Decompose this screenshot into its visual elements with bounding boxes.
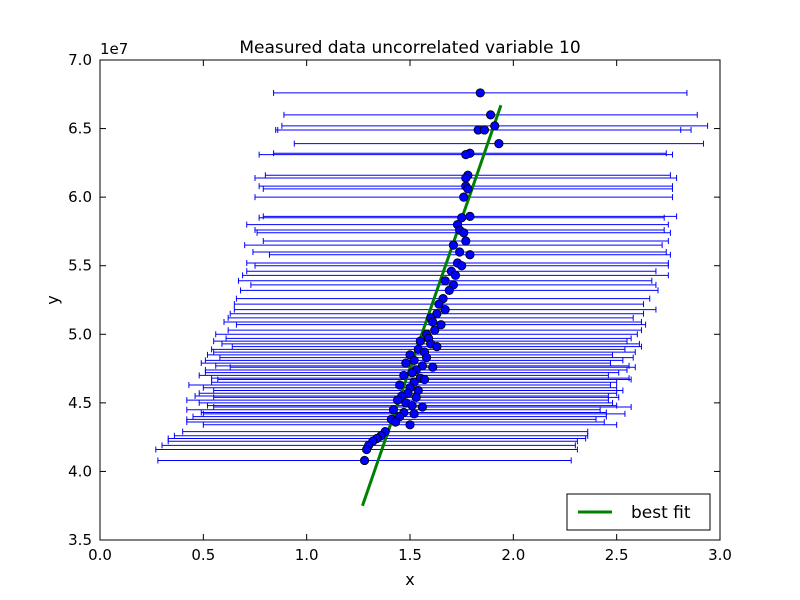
x-axis-ticks: 0.0 0.5 1.0 1.5 2.0 2.5 3.0: [88, 60, 732, 564]
x-tick-label: 3.0: [708, 546, 732, 564]
data-point: [388, 405, 399, 415]
data-point: [485, 110, 496, 120]
data-point: [440, 276, 450, 286]
y-tick-label: 4.5: [68, 394, 92, 412]
y-axis-label: y: [43, 295, 62, 304]
data-point: [421, 352, 432, 363]
data-point: [490, 121, 500, 131]
x-tick-label: 2.5: [605, 546, 629, 564]
data-point: [440, 304, 450, 315]
data-point: [459, 228, 469, 238]
y-tick-label: 5.5: [68, 257, 92, 275]
data-point: [405, 420, 415, 430]
point-layer: [359, 88, 504, 466]
data-point: [454, 247, 465, 257]
data-point: [415, 336, 425, 346]
data-point: [450, 270, 461, 280]
data-point: [448, 240, 458, 250]
data-point: [461, 150, 471, 160]
best-fit-line: [361, 104, 503, 507]
plot-background: [100, 60, 720, 540]
data-point: [465, 211, 475, 221]
data-point: [390, 417, 401, 427]
data-point: [359, 455, 370, 466]
data-point: [494, 139, 504, 149]
fit-layer: [361, 104, 503, 507]
data-point: [444, 285, 454, 295]
data-point: [411, 392, 421, 402]
data-point: [434, 299, 444, 309]
data-point: [432, 342, 442, 352]
data-point: [407, 368, 417, 378]
plot-area: 0.0 0.5 1.0 1.5 2.0 2.5 3.0 3.5 4.0 4.5 5.0 5.5 6.0…: [68, 51, 732, 564]
data-point: [361, 444, 372, 455]
legend: best fit: [566, 493, 711, 531]
data-point: [457, 261, 467, 271]
data-point: [409, 409, 419, 419]
data-point: [463, 184, 473, 194]
chart-title: Measured data uncorrelated variable 10: [239, 38, 580, 58]
y-tick-label: 6.5: [68, 120, 92, 138]
y-tick-label: 3.5: [68, 531, 92, 549]
data-point: [428, 362, 438, 372]
data-point: [479, 125, 489, 135]
data-point: [409, 355, 419, 365]
data-point: [465, 250, 475, 260]
x-tick-label: 0.5: [191, 546, 215, 564]
data-point: [419, 374, 430, 385]
x-tick-label: 1.0: [295, 546, 319, 564]
x-tick-label: 0.0: [88, 546, 112, 564]
data-point: [430, 325, 440, 335]
y-axis-ticks: 3.5 4.0 4.5 5.0 5.5 6.0 6.5 7.0: [68, 51, 720, 549]
legend-fit-label: best fit: [631, 503, 691, 523]
y-tick-label: 4.0: [68, 462, 92, 480]
data-point: [428, 317, 438, 327]
x-tick-label: 1.5: [398, 546, 422, 564]
data-point: [392, 395, 403, 405]
data-point: [399, 370, 409, 381]
data-point: [436, 320, 446, 330]
y-tick-label: 5.0: [68, 325, 92, 343]
y-tick-label: 6.0: [68, 188, 92, 206]
data-point: [407, 400, 417, 411]
data-point: [461, 173, 471, 183]
data-point: [401, 358, 411, 368]
x-tick-label: 2.0: [501, 546, 525, 564]
data-point: [461, 236, 471, 246]
data-point: [459, 192, 469, 202]
data-point: [395, 380, 405, 390]
data-point: [475, 88, 485, 98]
y-axis-scale-label: 1e7: [100, 40, 128, 58]
x-axis-label: x: [405, 570, 414, 589]
data-point: [417, 402, 427, 412]
y-tick-label: 7.0: [68, 51, 92, 69]
